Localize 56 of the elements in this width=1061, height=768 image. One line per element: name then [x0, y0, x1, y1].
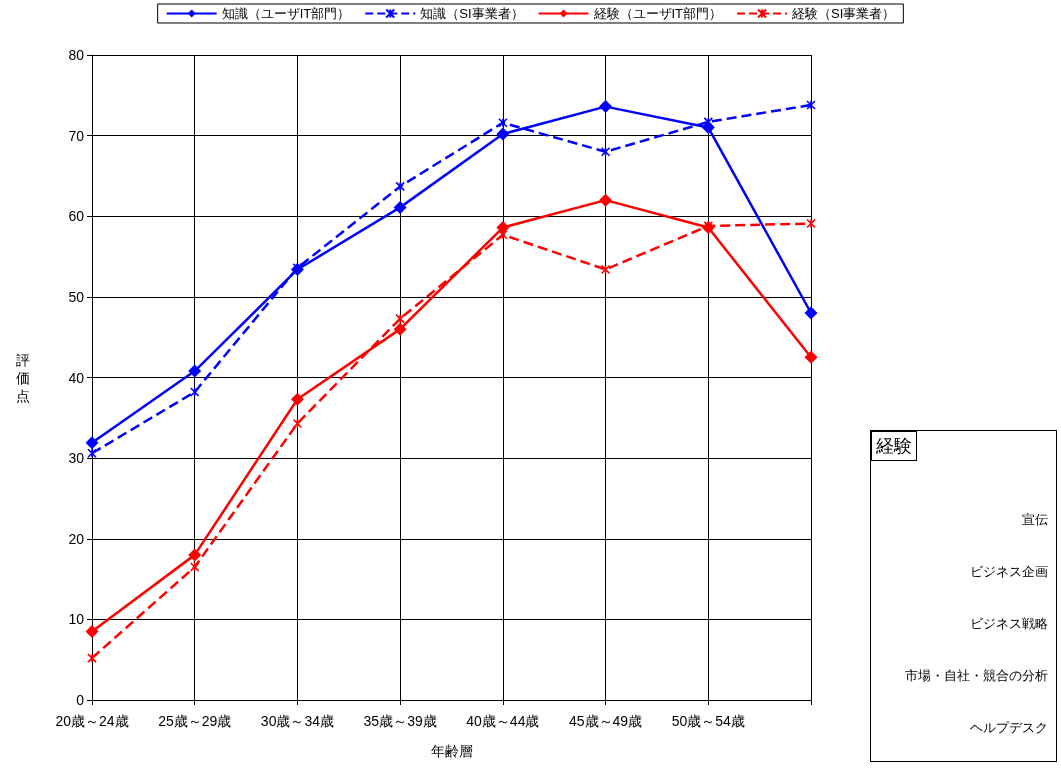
- point: [703, 221, 714, 231]
- y-tick-label: 70: [68, 127, 85, 144]
- point: [806, 218, 816, 229]
- y-tick-label: 0: [76, 692, 85, 708]
- point: [498, 229, 508, 240]
- y-axis-title: 評価点: [16, 351, 30, 404]
- text: 宣伝: [1022, 511, 1048, 529]
- x-axis-title: 年齢層: [430, 743, 473, 759]
- point: [188, 364, 202, 378]
- point: [87, 653, 97, 663]
- point: [804, 306, 818, 320]
- x-tick-label: 40歳～44歳: [466, 713, 540, 729]
- point: [806, 100, 816, 110]
- point: [189, 562, 200, 572]
- point: [496, 221, 510, 235]
- point: [189, 387, 200, 397]
- point: [599, 100, 613, 114]
- point: [395, 313, 405, 324]
- legend-label: 知識（ユーザIT部門）: [221, 6, 351, 21]
- text: ビジネス企画: [970, 563, 1048, 581]
- point: [87, 448, 97, 459]
- y-tick-label: 60: [68, 208, 85, 225]
- x-tick-label: 30歳～34歳: [260, 713, 335, 729]
- point: [600, 146, 611, 157]
- point: [85, 436, 99, 450]
- point: [804, 350, 818, 364]
- point: [85, 624, 99, 638]
- y-tick-label: 80: [68, 47, 85, 63]
- point: [395, 181, 405, 192]
- point: [188, 548, 202, 562]
- point: [600, 264, 611, 275]
- point: [393, 200, 407, 214]
- x-tick-label: 25歳～29歳: [158, 713, 232, 729]
- point: [599, 193, 613, 207]
- x-tick-label: 20歳～24歳: [55, 713, 129, 729]
- point: [292, 418, 303, 429]
- y-tick-label: 50: [68, 288, 85, 305]
- y-tick-label: 40: [68, 369, 85, 386]
- x-tick-label: 50歳～54歳: [671, 713, 745, 729]
- text: 市場・自社・競合の分析: [905, 667, 1048, 685]
- point: [496, 127, 510, 141]
- point: [703, 117, 714, 127]
- y-tick-label: 20: [68, 530, 85, 547]
- text: 経験: [871, 431, 917, 461]
- x-tick-label: 45歳～49歳: [568, 713, 643, 729]
- text: ヘルプデスク: [970, 719, 1048, 737]
- legend-label: 知識（SI事業者）: [420, 6, 524, 21]
- x-tick-label: 35歳～39歳: [363, 713, 437, 729]
- y-tick-label: 30: [68, 450, 85, 467]
- point: [393, 322, 407, 336]
- legend-label: 経験（ユーザIT部門）: [592, 6, 723, 21]
- point: [290, 392, 304, 406]
- text: ビジネス戦略: [970, 615, 1048, 633]
- point: [498, 117, 508, 128]
- legend-label: 経験（SI事業者）: [791, 6, 896, 21]
- y-tick-label: 10: [68, 611, 85, 628]
